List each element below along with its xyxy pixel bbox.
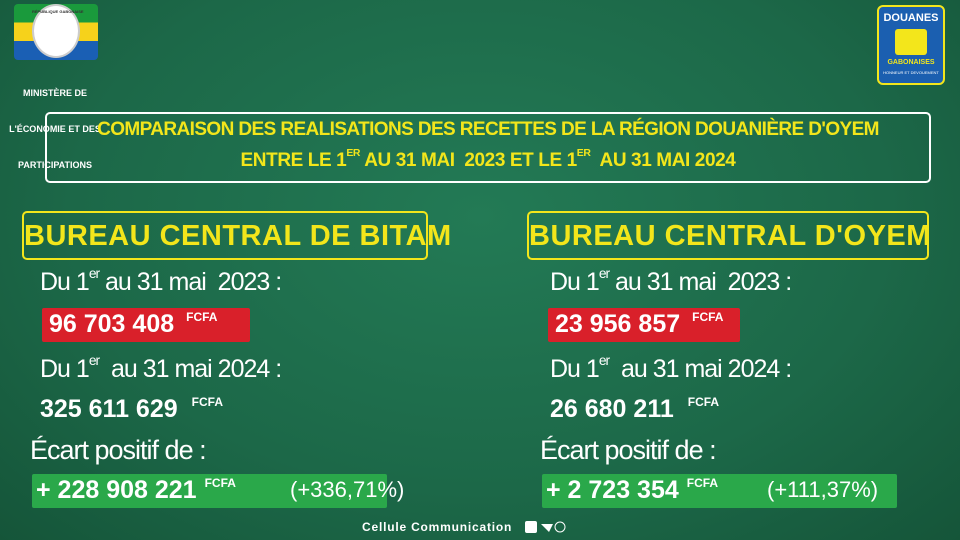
difference-label: Écart positif de : [540, 435, 717, 465]
currency: FCFA [686, 476, 719, 490]
text: AU 31 MAI 2023 ET LE 1 [360, 150, 577, 171]
text: Du 1 [550, 355, 600, 383]
emblem [895, 29, 927, 55]
footer: Cellule Communication [362, 520, 513, 534]
text: au 31 mai 2024 : [609, 355, 792, 383]
sup: er [598, 353, 610, 368]
panel-title: BUREAU CENTRAL DE BITAM [24, 220, 452, 252]
social-icons [525, 521, 566, 533]
sup: ER [346, 148, 361, 159]
ministry: MINISTÈRE DE L'ÉCONOMIE ET DES PARTICIPA… [5, 63, 105, 195]
text: au 31 mai 2023 : [99, 268, 282, 296]
ministry-line: L'ÉCONOMIE ET DES [9, 124, 101, 134]
panel-title: BUREAU CENTRAL D'OYEM [529, 220, 931, 252]
text: au 31 mai 2023 : [609, 268, 792, 296]
amount-2024: 325 611 629 FCFA [40, 395, 223, 424]
ministry-line: PARTICIPATIONS [18, 160, 92, 170]
text: ENTRE LE 1 [240, 150, 347, 171]
currency: FCFA [186, 310, 218, 324]
difference-percent: (+111,37%) [767, 477, 879, 502]
subtitle: ENTRE LE 1ER AU 31 MAI 2023 ET LE 1ER AU… [45, 148, 931, 172]
title-box [45, 112, 931, 183]
icon [525, 521, 537, 533]
sup: ER [576, 148, 591, 159]
amount: 96 703 408 [49, 310, 175, 338]
icon [541, 524, 553, 532]
sup: er [88, 266, 100, 281]
amount: 26 680 211 [550, 395, 674, 423]
currency: FCFA [692, 310, 724, 324]
sup: er [598, 266, 610, 281]
title: COMPARAISON DES REALISATIONS DES RECETTE… [97, 119, 879, 140]
difference-box [32, 474, 387, 508]
customs-motto: HONNEUR ET DEVOUEMENT [883, 70, 939, 75]
currency: FCFA [191, 395, 223, 409]
icon [554, 521, 566, 533]
difference-label: Écart positif de : [30, 435, 207, 465]
amount: + 2 723 354 [546, 476, 679, 504]
sup: er [88, 353, 100, 368]
panel-title-box: BUREAU CENTRAL D'OYEM [527, 211, 931, 260]
period-label: Du 1er au 31 mai 2023 : [550, 266, 792, 297]
seal-text: RÉPUBLIQUE GABONAISE [32, 9, 84, 14]
amount: 325 611 629 [40, 395, 178, 423]
difference: + 2 723 354 FCFA [546, 476, 718, 505]
customs-sub: GABONAISES [887, 59, 935, 66]
amount-2023: 96 703 408 FCFA [49, 310, 217, 339]
amount-2023: 23 956 857 FCFA [555, 310, 723, 339]
difference-box [542, 474, 897, 508]
amount: 23 956 857 [555, 310, 681, 338]
text: Du 1 [40, 355, 90, 383]
period-label: Du 1er au 31 mai 2023 : [40, 266, 282, 297]
text: AU 31 MAI 2024 [590, 150, 736, 171]
amount: + 228 908 221 [36, 476, 197, 504]
period-label: Du 1er au 31 mai 2024 : [550, 353, 792, 384]
period-label: Du 1er au 31 mai 2024 : [40, 353, 282, 384]
customs-logo: DOUANES GABONAISES HONNEUR ET DEVOUEMENT [877, 5, 945, 85]
currency: FCFA [687, 395, 720, 409]
customs-name: DOUANES [883, 12, 939, 24]
difference: + 228 908 221 FCFA [36, 476, 236, 505]
amount-2024: 26 680 211 FCFA [550, 395, 719, 424]
difference-percent: (+336,71%) [290, 477, 405, 502]
text: au 31 mai 2024 : [99, 355, 282, 383]
ministry-line: MINISTÈRE DE [22, 88, 87, 98]
text: Du 1 [550, 268, 600, 296]
amount-box [548, 308, 740, 342]
seal [32, 4, 80, 58]
text: Du 1 [40, 268, 90, 296]
currency: FCFA [204, 476, 236, 490]
panel-title-box: BUREAU CENTRAL DE BITAM [22, 211, 452, 260]
amount-box [42, 308, 250, 342]
